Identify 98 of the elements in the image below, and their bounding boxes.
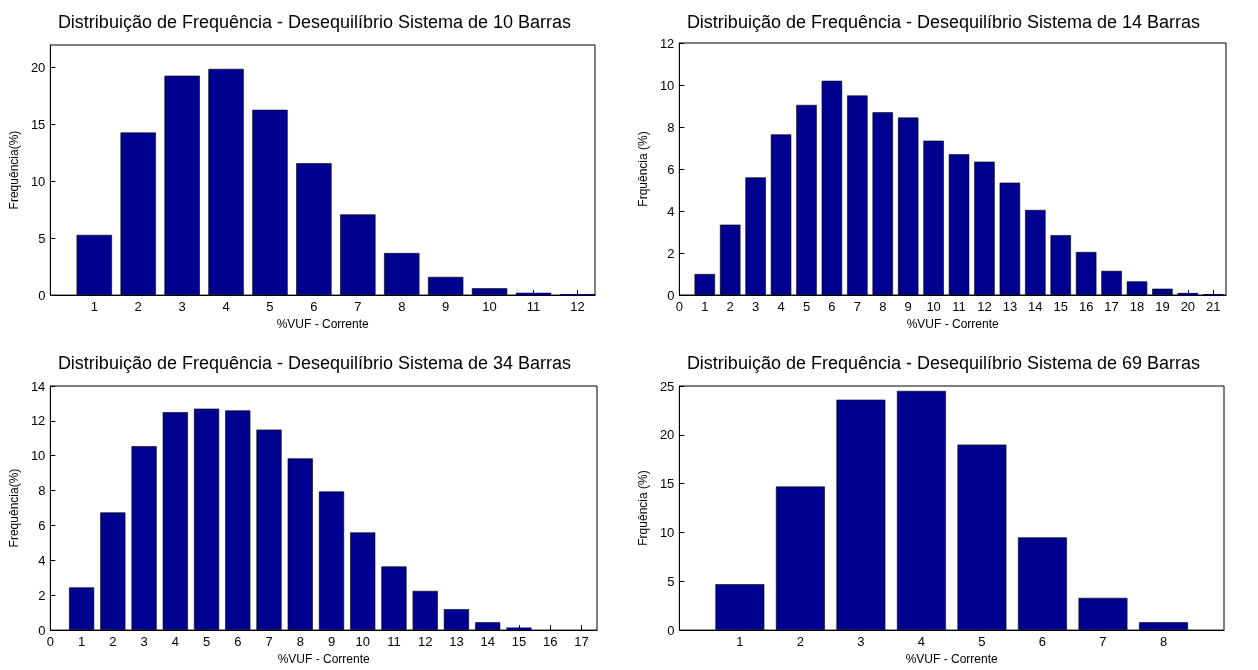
x-tick-label: 1	[736, 634, 744, 650]
x-tick-label: 7	[354, 299, 362, 315]
x-tick-label: 4	[917, 634, 926, 650]
x-tick-label: 6	[828, 299, 836, 314]
y-axis-title: Frquência (%)	[636, 131, 650, 207]
x-axis-title: %VUF - Corrente	[277, 652, 371, 666]
x-tick-label: 9	[442, 299, 450, 315]
x-tick-label: 21	[1206, 299, 1221, 314]
y-tick-label: 10	[659, 77, 675, 93]
x-tick-label: 20	[1180, 299, 1196, 314]
x-tick-label: 2	[796, 634, 805, 650]
x-tick-label: 2	[726, 299, 734, 314]
chart-title: Distribuição de Frequência - Desequilíbrio Sistema de 14 Barras	[686, 12, 1201, 32]
x-tick-label: 11	[952, 299, 966, 314]
x-tick-label: 8	[398, 299, 406, 315]
y-tick-label: 15	[659, 476, 675, 492]
y-tick-label: 0	[38, 622, 46, 638]
y-tick-label: 8	[38, 483, 46, 499]
x-tick-label: 11	[526, 299, 541, 315]
y-tick-label: 5	[38, 230, 46, 246]
x-tick-label: 16	[1078, 299, 1094, 314]
y-tick-label: 6	[667, 161, 675, 177]
x-tick-label: 16	[542, 634, 558, 650]
y-tick-label: 20	[30, 60, 46, 76]
x-tick-label: 6	[1038, 634, 1047, 650]
x-tick-label: 5	[978, 634, 986, 650]
x-tick-label: 14	[480, 634, 495, 650]
y-tick-label: 15	[30, 117, 46, 133]
x-tick-label: 2	[134, 299, 142, 315]
x-tick-label: 14	[1028, 299, 1043, 314]
x-tick-label: 13	[1002, 299, 1018, 314]
x-tick-label: 11	[387, 634, 401, 650]
x-tick-label: 1	[77, 634, 86, 650]
y-tick-label: 10	[659, 524, 675, 540]
y-tick-label: 8	[667, 119, 675, 135]
x-tick-label: 3	[178, 299, 186, 315]
x-tick-label: 3	[857, 634, 865, 650]
x-tick-label: 3	[752, 299, 760, 314]
y-tick-label: 6	[38, 517, 46, 533]
x-tick-label: 18	[1129, 299, 1145, 314]
x-tick-label: 8	[879, 299, 887, 314]
y-tick-label: 4	[667, 203, 675, 219]
x-tick-label: 12	[417, 634, 433, 650]
x-tick-label: 6	[310, 299, 318, 315]
chart-title: Distribuição de Frequência - Desequilíbrio Sistema de 69 Barras	[686, 353, 1201, 373]
y-axis-title: Frequência(%)	[7, 130, 21, 210]
x-tick-label: 15	[511, 634, 527, 650]
y-tick-label: 0	[667, 622, 675, 638]
y-axis-title: Frquência (%)	[636, 470, 650, 546]
x-tick-label: 13	[449, 634, 464, 650]
y-tick-label: 25	[659, 378, 675, 394]
x-tick-label: 7	[1099, 634, 1107, 650]
x-tick-label: 12	[977, 299, 992, 314]
x-tick-label: 7	[265, 634, 273, 650]
y-tick-label: 0	[38, 287, 46, 303]
y-tick-label: 10	[30, 448, 46, 464]
x-axis-title: %VUF - Corrente	[905, 652, 999, 666]
y-tick-label: 12	[30, 413, 46, 429]
x-tick-label: 8	[1159, 634, 1168, 650]
y-tick-label: 20	[659, 427, 675, 443]
y-tick-label: 4	[38, 552, 46, 568]
x-tick-label: 10	[482, 299, 497, 315]
x-tick-label: 10	[355, 634, 370, 650]
y-axis-title: Frequência(%)	[7, 468, 21, 548]
x-axis-title: %VUF - Corrente	[906, 316, 1000, 331]
x-axis-title: %VUF - Corrente	[276, 317, 370, 331]
x-tick-label: 6	[234, 634, 242, 650]
x-tick-label: 4	[222, 299, 230, 315]
x-tick-label: 1	[701, 299, 709, 314]
x-tick-label: 10	[926, 299, 941, 314]
x-tick-label: 5	[266, 299, 274, 315]
x-tick-label: 5	[802, 299, 811, 314]
x-tick-label: 1	[90, 299, 98, 315]
x-tick-label: 15	[1053, 299, 1068, 314]
y-tick-label: 12	[659, 35, 675, 51]
x-tick-label: 3	[140, 634, 148, 650]
x-tick-label: 4	[171, 634, 179, 650]
y-tick-label: 5	[667, 573, 675, 589]
y-tick-label: 2	[38, 587, 46, 603]
y-tick-label: 10	[30, 173, 46, 189]
x-tick-label: 5	[202, 634, 211, 650]
x-tick-label: 9	[327, 634, 336, 650]
x-tick-label: 4	[777, 299, 785, 314]
x-tick-label: 17	[1104, 299, 1119, 314]
x-tick-label: 7	[853, 299, 861, 314]
chart-title: Distribuição de Frequência - Desequilíbrio Sistema de 34 Barras	[57, 353, 572, 373]
x-tick-label: 17	[574, 634, 589, 650]
bar	[1177, 292, 1199, 295]
chart-title: Distribuição de Frequência - Desequilíbrio Sistema de 10 Barras	[57, 12, 572, 32]
y-tick-label: 0	[667, 287, 675, 303]
x-tick-label: 19	[1155, 299, 1170, 314]
y-tick-label: 2	[667, 245, 675, 261]
x-tick-label: 8	[296, 634, 304, 650]
bar	[506, 627, 532, 631]
x-tick-label: 12	[570, 299, 585, 315]
x-tick-label: 9	[904, 299, 912, 314]
y-tick-label: 14	[30, 378, 46, 394]
x-tick-label: 2	[109, 634, 117, 650]
